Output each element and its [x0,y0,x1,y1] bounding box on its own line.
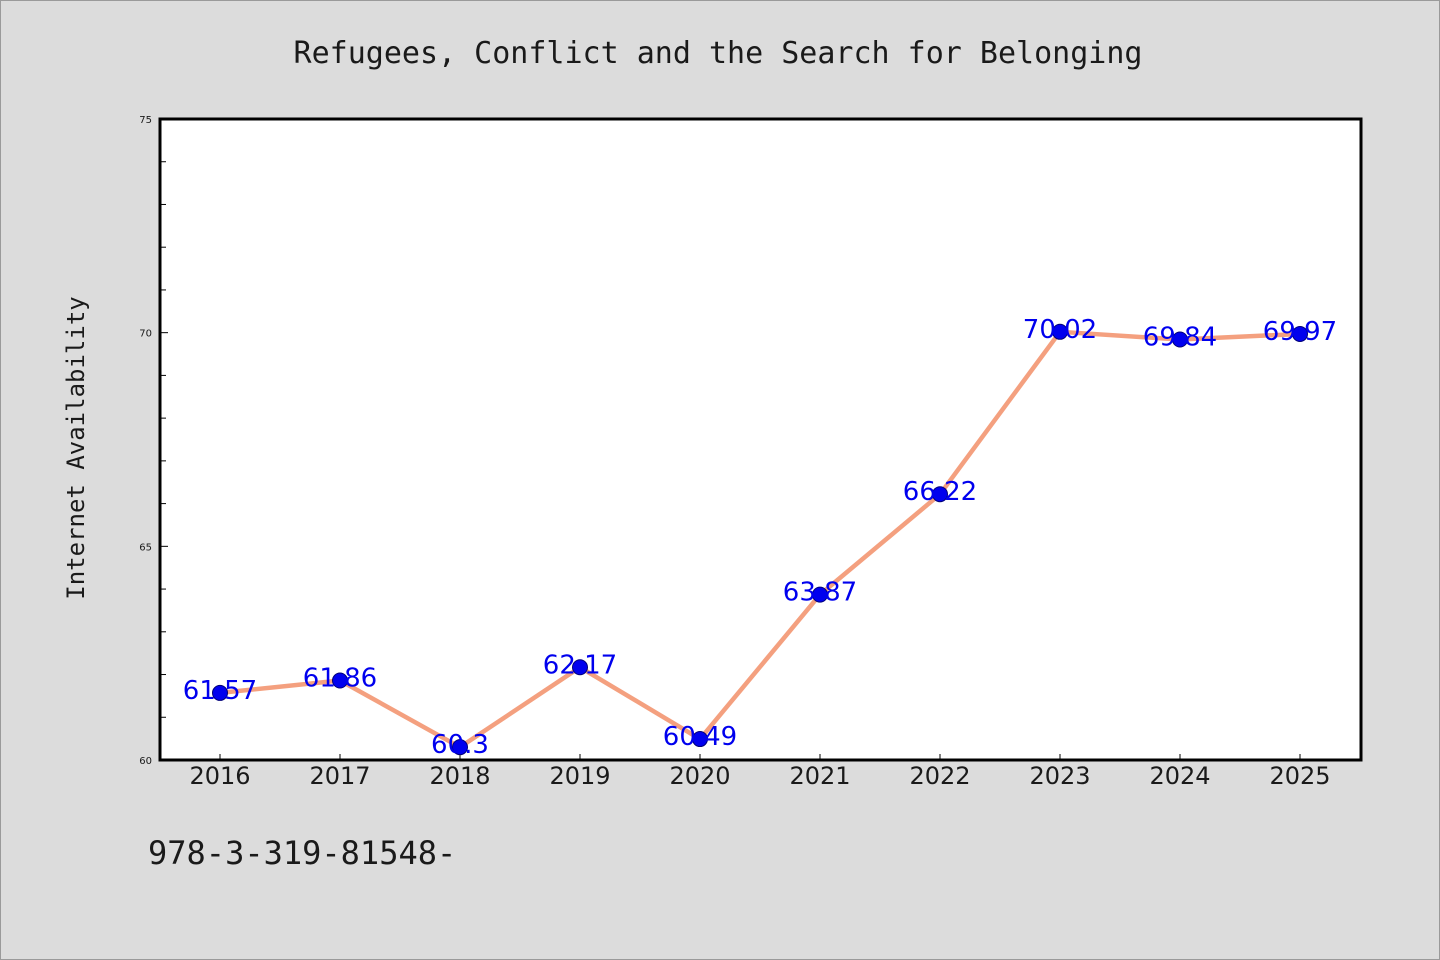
data-markers [212,323,1308,756]
data-label: 70.02 [1023,315,1097,345]
chart-title: Refugees, Conflict and the Search for Be… [294,36,1143,71]
data-label: 61.86 [303,664,377,694]
y-tick-label: 60 [139,756,152,767]
data-label: 60.3 [431,730,489,760]
data-point-marker [332,672,348,689]
x-tick-label: 2023 [1029,762,1090,790]
x-tick-label: 2021 [789,762,850,790]
data-label: 61.57 [183,676,257,706]
x-tick-label: 2016 [189,762,250,790]
footer-isbn-text: 978-3-319-81548- [148,834,456,872]
data-point-marker [932,486,948,503]
data-labels: 61.57 61.86 60.3 62.17 60.49 63.87 66.22 70.02 6… [183,315,1337,760]
data-label: 69.84 [1143,323,1217,353]
data-label: 62.17 [543,650,617,680]
y-axis-label: Internet Availability [62,296,90,599]
y-tick-label: 70 [139,329,152,340]
x-tick-label: 2024 [1149,762,1210,790]
data-point-marker [1292,325,1308,342]
plot-area [158,117,1363,762]
data-point-marker [692,731,708,748]
data-point-marker [572,659,588,676]
x-tick-label: 2022 [909,762,970,790]
y-tick-label: 75 [139,115,152,126]
series-line [219,329,1301,750]
data-point-marker [212,684,228,701]
x-tick-label: 2017 [309,762,370,790]
y-tick-label: 65 [139,542,152,553]
y-axis: 60 65 70 75 [139,115,168,767]
x-tick-label: 2020 [669,762,730,790]
x-tick-label: 2025 [1269,762,1330,790]
data-point-marker [1052,323,1068,340]
data-label: 60.49 [663,722,737,752]
data-label: 66.22 [903,477,977,507]
data-point-marker [452,739,468,756]
x-tick-label: 2019 [549,762,610,790]
data-point-marker [812,586,828,603]
data-label: 63.87 [783,578,857,608]
data-label: 69.97 [1263,317,1337,347]
data-point-marker [1172,331,1188,348]
x-axis: 2016 2017 2018 2019 2020 2021 2022 2023 2024 2025 [189,754,1331,790]
x-tick-label: 2018 [429,762,490,790]
